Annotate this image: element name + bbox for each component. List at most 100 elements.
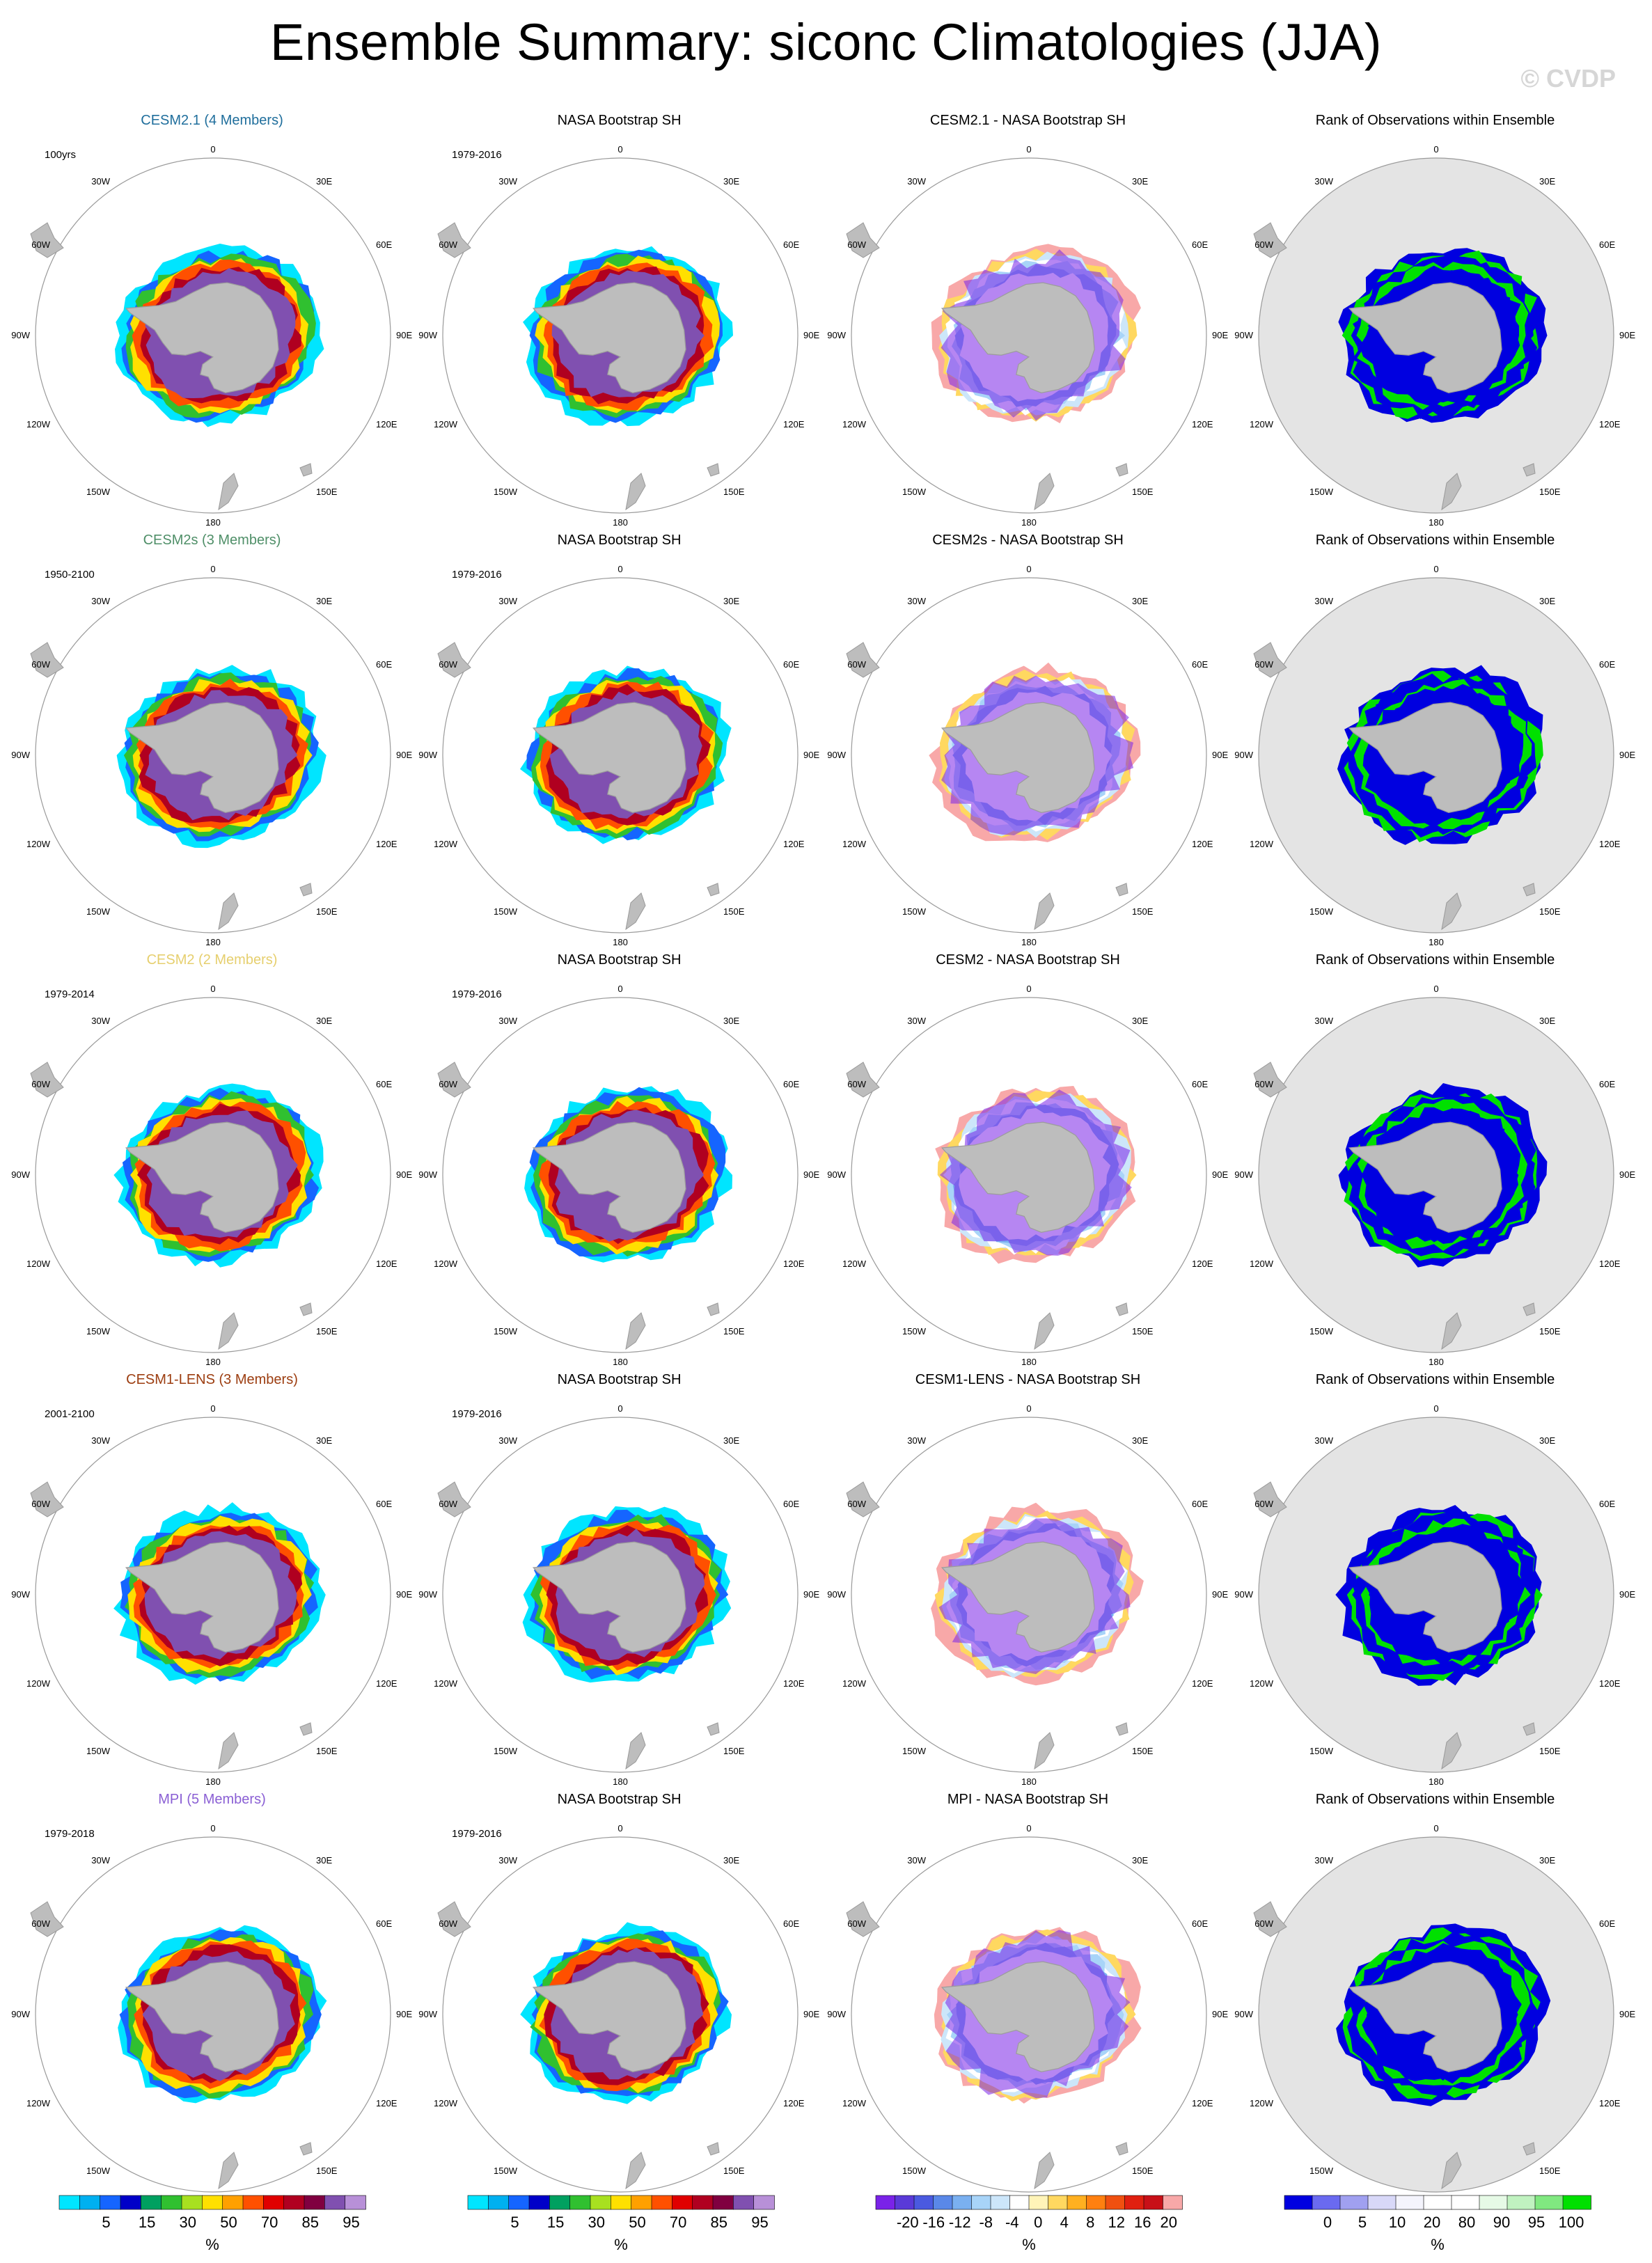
longitude-label: 90E (396, 2009, 412, 2019)
colorbar-tick-label: -4 (1005, 2214, 1019, 2231)
new-zealand (1441, 473, 1462, 511)
longitude-label: 60W (847, 1918, 866, 1929)
colorbar-unit: % (1431, 2236, 1445, 2253)
antarctica-landmass (1348, 1541, 1502, 1653)
longitude-label: 60E (376, 1918, 392, 1929)
polar-map: 0 30E 60E 90E 120E 150E 180 150W 120W 90W 60W 30W (418, 144, 819, 528)
watermark: © CVDP (1520, 64, 1616, 93)
polar-map: 0 30E 60E 90E 120E 150E 180 150W 120W 90W 60W 30W (1234, 1403, 1635, 1787)
longitude-label: 60W (439, 1079, 457, 1089)
longitude-label: 120E (1599, 2098, 1621, 2108)
tasmania (1523, 883, 1536, 897)
longitude-label: 90E (1212, 1589, 1228, 1600)
longitude-label: 0 (210, 564, 215, 574)
antarctica-landmass (532, 282, 686, 393)
longitude-label: 150E (316, 1746, 338, 1756)
obs-map-panel: 0 30E 60E 90E 120E 150E 180 150W 120W 90W 60W 30W NA… (413, 533, 826, 950)
polar-map: 0 30E 60E 90E 120E 150E 180 150W 120W 90W 60W 30W (11, 144, 412, 528)
tasmania (707, 463, 720, 477)
longitude-label: 120E (783, 839, 805, 849)
longitude-label: 120E (1192, 1678, 1213, 1689)
longitude-label: 90W (11, 2009, 30, 2019)
longitude-label: 180 (205, 937, 221, 947)
rank-map-panel: 0 30E 60E 90E 120E 150E 180 150W 120W 90W 60W 30W Ra… (1229, 1792, 1642, 2209)
diff-map-panel: 0 30E 60E 90E 120E 150E 180 150W 120W 90W 60W 30W MP… (821, 1792, 1234, 2209)
longitude-label: 150W (494, 1326, 518, 1336)
new-zealand (1441, 892, 1462, 931)
longitude-label: 150E (1539, 1326, 1561, 1336)
colorbar-tick-label: 50 (629, 2214, 645, 2231)
longitude-label: 30W (907, 596, 926, 606)
south-america-tip (846, 642, 880, 678)
longitude-label: 150W (902, 487, 927, 497)
antarctica-landmass (941, 282, 1095, 393)
panel-title: NASA Bootstrap SH (557, 952, 682, 968)
tasmania (1115, 2142, 1128, 2156)
diff-map-panel: 0 30E 60E 90E 120E 150E 180 150W 120W 90W 60W 30W CE… (821, 533, 1234, 950)
longitude-label: 120W (26, 1259, 51, 1269)
polar-map: 0 30E 60E 90E 120E 150E 180 150W 120W 90W 60W 30W (1234, 564, 1635, 947)
longitude-label: 90E (803, 750, 819, 760)
longitude-label: 120W (1250, 2098, 1274, 2108)
longitude-label: 30E (723, 1855, 739, 1866)
longitude-label: 60W (1254, 1499, 1273, 1509)
longitude-label: 30W (907, 1855, 926, 1866)
new-zealand (625, 1312, 646, 1350)
polar-map: 0 30E 60E 90E 120E 150E 180 150W 120W 90W 60W 30W (827, 1403, 1228, 1787)
longitude-label: 60W (439, 239, 457, 250)
panel-title: Rank of Observations within Ensemble (1315, 1372, 1555, 1387)
longitude-label: 150E (1132, 1746, 1154, 1756)
longitude-label: 150E (723, 2166, 745, 2176)
colorbar-tick-label: 30 (588, 2214, 605, 2231)
longitude-label: 30E (316, 596, 332, 606)
longitude-label: 0 (1433, 1403, 1438, 1414)
antarctica-landmass (125, 1961, 279, 2072)
longitude-label: 30W (1314, 1016, 1333, 1026)
longitude-label: 90W (1234, 1169, 1253, 1180)
south-america-tip (1253, 1481, 1287, 1517)
longitude-label: 60E (783, 1499, 799, 1509)
longitude-label: 150E (1132, 487, 1154, 497)
longitude-label: 90W (11, 1589, 30, 1600)
tasmania (299, 463, 313, 477)
longitude-label: 60E (783, 659, 799, 670)
longitude-label: 60E (1192, 239, 1208, 250)
panel-title: MPI - NASA Bootstrap SH (947, 1792, 1109, 1807)
longitude-label: 120W (26, 419, 51, 429)
south-america-tip (437, 222, 471, 258)
obs-map-panel: 0 30E 60E 90E 120E 150E 180 150W 120W 90W 60W 30W NA… (413, 113, 826, 530)
longitude-label: 120E (1599, 1678, 1621, 1689)
rank-map-panel: 0 30E 60E 90E 120E 150E 180 150W 120W 90W 60W 30W Ra… (1229, 533, 1642, 950)
new-zealand (625, 892, 646, 931)
longitude-label: 150E (316, 1326, 338, 1336)
longitude-label: 0 (617, 564, 622, 574)
longitude-label: 30E (1539, 1435, 1555, 1446)
colorbar-tick-label: 50 (220, 2214, 237, 2231)
longitude-label: 30E (1132, 1435, 1148, 1446)
longitude-label: 150W (902, 1746, 927, 1756)
new-zealand (625, 2152, 646, 2190)
new-zealand (1034, 1312, 1055, 1350)
longitude-label: 150W (902, 906, 927, 917)
longitude-label: 30E (1132, 1855, 1148, 1866)
longitude-label: 120E (376, 1678, 398, 1689)
colorbar-tick-label: 4 (1060, 2214, 1069, 2231)
longitude-label: 180 (613, 1357, 628, 1367)
longitude-label: 90E (1212, 330, 1228, 340)
model-map-panel: 0 30E 60E 90E 120E 150E 180 150W 120W 90W 60W 30W MP… (6, 1792, 418, 2209)
longitude-label: 90W (827, 330, 846, 340)
longitude-label: 60W (1254, 1918, 1273, 1929)
longitude-label: 30W (498, 1435, 517, 1446)
longitude-label: 120W (26, 2098, 51, 2108)
longitude-label: 0 (617, 1823, 622, 1834)
panel-title: Rank of Observations within Ensemble (1315, 533, 1555, 548)
antarctica-landmass (941, 702, 1095, 813)
longitude-label: 120E (376, 2098, 398, 2108)
colorbar-tick-label: 5 (102, 2214, 110, 2231)
longitude-label: 90W (1234, 330, 1253, 340)
new-zealand (1034, 2152, 1055, 2190)
longitude-label: 0 (1026, 144, 1031, 155)
panel-title: NASA Bootstrap SH (557, 1792, 682, 1807)
new-zealand (1034, 1732, 1055, 1770)
panel-title: CESM2 - NASA Bootstrap SH (936, 952, 1120, 968)
